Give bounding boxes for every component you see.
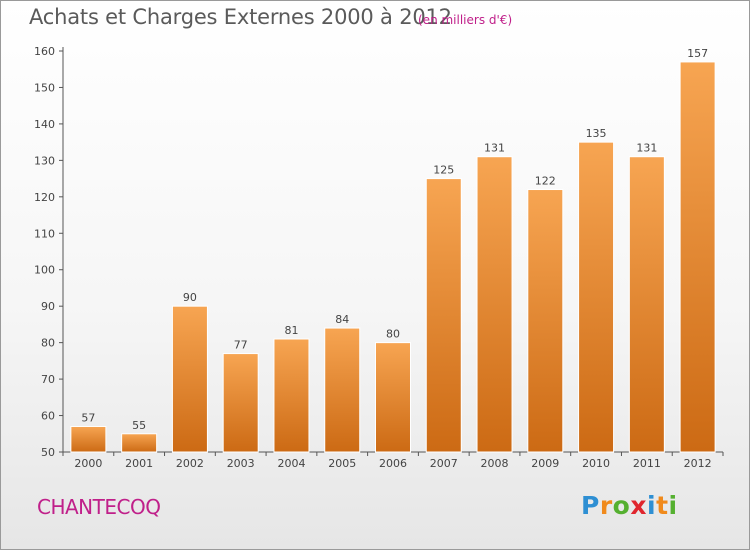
- logo-letter: x: [630, 491, 647, 520]
- bar-2008: [476, 156, 513, 453]
- x-tick-label: 2011: [633, 457, 661, 470]
- bar-2004: [273, 338, 310, 453]
- x-tick-label: 2004: [277, 457, 305, 470]
- logo-letter: t: [656, 491, 669, 520]
- bar-2012: [679, 61, 716, 453]
- logo-letter: i: [647, 491, 657, 520]
- bar-2006: [375, 342, 411, 453]
- data-label: 157: [687, 47, 708, 60]
- y-tick-label: 150: [34, 81, 55, 94]
- x-tick-label: 2003: [227, 457, 255, 470]
- commune-name: CHANTECOQ: [37, 495, 161, 519]
- bar-2000: [70, 425, 107, 453]
- data-label: 122: [535, 175, 556, 188]
- data-label: 57: [81, 411, 95, 424]
- x-tick-label: 2012: [684, 457, 712, 470]
- data-label: 135: [586, 127, 607, 140]
- y-tick-label: 60: [41, 410, 55, 423]
- y-tick-label: 80: [41, 337, 55, 350]
- y-tick-label: 140: [34, 118, 55, 131]
- data-label: 90: [183, 291, 197, 304]
- x-tick-label: 2006: [379, 457, 407, 470]
- bar-2010: [578, 141, 615, 453]
- x-tick-label: 2010: [582, 457, 610, 470]
- x-tick-label: 2008: [481, 457, 509, 470]
- x-tick-label: 2002: [176, 457, 204, 470]
- bar-2002: [171, 305, 208, 453]
- y-tick-label: 70: [41, 373, 55, 386]
- x-tick-label: 2001: [125, 457, 153, 470]
- y-tick-label: 100: [34, 264, 55, 277]
- bar-2011: [628, 156, 665, 453]
- bar-2001: [121, 433, 158, 453]
- data-label: 131: [484, 142, 505, 155]
- chart-title: Achats et Charges Externes 2000 à 2012: [29, 5, 452, 29]
- y-tick-label: 110: [34, 227, 55, 240]
- proxiti-logo: Proxiti: [581, 491, 678, 520]
- logo-letter: r: [599, 491, 613, 520]
- logo-letter: P: [581, 491, 600, 520]
- y-tick-label: 50: [41, 446, 55, 459]
- data-label: 80: [386, 328, 400, 341]
- y-tick-label: 120: [34, 191, 55, 204]
- x-tick-label: 2009: [531, 457, 559, 470]
- y-tick-label: 130: [34, 154, 55, 167]
- bar-2003: [222, 353, 259, 453]
- data-labels: 57 55 90 77 81 84 80 125 131 122 135 131 157: [81, 47, 708, 432]
- axes: 50 60 70 80 90 100 110 120 130 140 150 160 2000 2001 2…: [34, 45, 724, 470]
- y-tick-label: 90: [41, 300, 55, 313]
- logo-letter: o: [612, 491, 631, 520]
- data-label: 55: [132, 419, 146, 432]
- bar-2005: [324, 327, 361, 453]
- x-tick-label: 2005: [328, 457, 356, 470]
- chart-subtitle: (en milliers d'€): [418, 13, 513, 27]
- data-label: 77: [234, 339, 248, 352]
- data-label: 125: [433, 164, 454, 177]
- bar-2007: [425, 178, 462, 453]
- bar-2009: [527, 189, 564, 453]
- bars: [70, 61, 716, 453]
- data-label: 84: [335, 313, 349, 326]
- y-tick-label: 160: [34, 45, 55, 58]
- x-tick-label: 2007: [430, 457, 458, 470]
- data-label: 131: [636, 142, 657, 155]
- data-label: 81: [284, 324, 298, 337]
- logo-letter: i: [668, 491, 678, 520]
- x-tick-label: 2000: [74, 457, 102, 470]
